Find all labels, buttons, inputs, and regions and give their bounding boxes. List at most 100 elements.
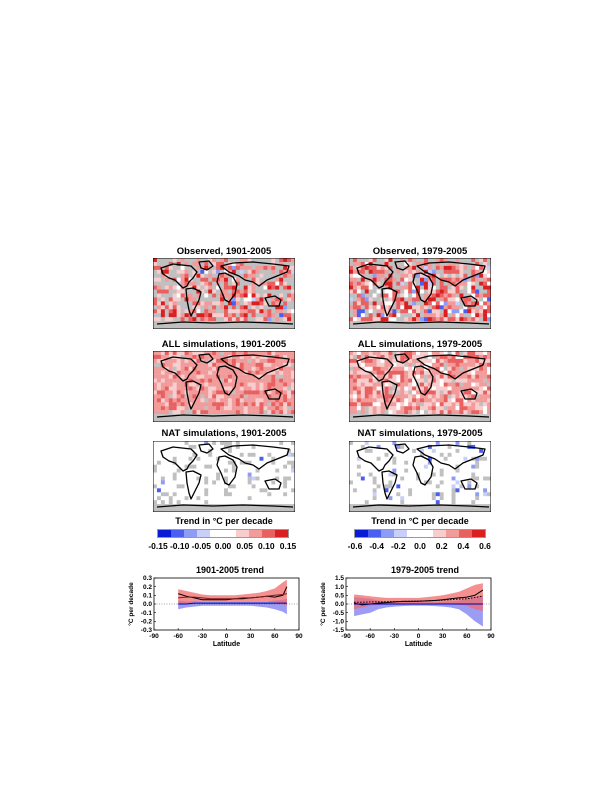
map-cell bbox=[192, 293, 197, 298]
map-cell bbox=[435, 366, 440, 371]
map-cell bbox=[235, 269, 240, 274]
map-cell bbox=[356, 297, 362, 302]
map-cell bbox=[368, 441, 373, 446]
map-cell bbox=[376, 309, 381, 314]
map-cell bbox=[388, 460, 393, 465]
map-cell bbox=[463, 374, 468, 379]
map-cell bbox=[467, 297, 472, 302]
map-cell bbox=[479, 410, 484, 415]
map-cell bbox=[463, 382, 468, 387]
map-cell bbox=[408, 281, 413, 286]
map-cell bbox=[368, 351, 373, 356]
map-cell bbox=[200, 269, 205, 274]
map-cell bbox=[435, 444, 440, 450]
map-cell bbox=[153, 468, 158, 473]
map-cell bbox=[483, 444, 488, 450]
map-cell bbox=[204, 289, 209, 294]
map-cell bbox=[172, 492, 177, 497]
map-cell bbox=[283, 261, 288, 267]
map-cell bbox=[204, 448, 209, 454]
map-cell bbox=[188, 325, 193, 329]
map-cell bbox=[239, 496, 244, 501]
map-cell bbox=[404, 354, 409, 360]
map-cell bbox=[196, 410, 201, 415]
map-cell bbox=[279, 269, 284, 274]
map-cell bbox=[356, 351, 362, 356]
map-cell bbox=[423, 374, 429, 379]
map-cell bbox=[479, 261, 484, 267]
map-cell bbox=[479, 456, 484, 461]
map-cell bbox=[388, 394, 393, 399]
map-cell bbox=[224, 441, 229, 446]
map-cell bbox=[243, 464, 248, 469]
map-cell bbox=[251, 313, 256, 318]
map-cell bbox=[243, 358, 248, 364]
map-cell bbox=[384, 448, 389, 454]
map-cell bbox=[376, 460, 381, 465]
map-cell bbox=[420, 258, 425, 263]
map-cell bbox=[459, 402, 464, 407]
map-cell bbox=[204, 386, 209, 391]
map-cell bbox=[360, 370, 365, 375]
map-cell bbox=[275, 410, 280, 415]
map-cell bbox=[467, 472, 472, 477]
map-cell bbox=[372, 448, 377, 454]
map-cell bbox=[271, 508, 276, 512]
map-cell bbox=[251, 374, 256, 379]
map-cell bbox=[184, 410, 189, 415]
map-cell bbox=[227, 374, 233, 379]
map-cell bbox=[487, 390, 491, 395]
map-cell bbox=[412, 394, 417, 399]
map-cell bbox=[384, 464, 389, 469]
map-cell bbox=[475, 398, 480, 403]
map-cell bbox=[487, 277, 491, 282]
map-cell bbox=[176, 448, 181, 454]
map-cell bbox=[380, 504, 385, 509]
map-cell bbox=[216, 362, 221, 367]
map-cell bbox=[153, 480, 158, 485]
map-cell bbox=[164, 325, 169, 329]
map-cell bbox=[283, 382, 288, 387]
map-cell bbox=[224, 476, 229, 481]
map-cell bbox=[227, 402, 233, 407]
map-cell bbox=[283, 394, 288, 399]
map-cell bbox=[208, 362, 213, 367]
map-cell bbox=[376, 390, 381, 395]
map-cell bbox=[247, 496, 252, 501]
map-cell bbox=[463, 297, 468, 302]
map-cell bbox=[455, 309, 460, 314]
map-cell bbox=[275, 301, 280, 306]
map-cell bbox=[231, 354, 237, 360]
map-cell bbox=[239, 464, 244, 469]
map-cell bbox=[235, 370, 240, 375]
map-cell bbox=[423, 317, 429, 322]
map-cell bbox=[396, 406, 401, 411]
map-cell bbox=[396, 281, 401, 286]
map-cell bbox=[239, 441, 244, 446]
map-cell bbox=[384, 394, 389, 399]
map-cell bbox=[200, 382, 205, 387]
map-cell bbox=[423, 297, 429, 302]
map-cell bbox=[483, 293, 488, 298]
map-cell bbox=[435, 456, 440, 461]
map-cell bbox=[420, 444, 425, 450]
map-cell bbox=[404, 452, 409, 457]
map-cell bbox=[368, 297, 373, 302]
map-cell bbox=[271, 370, 276, 375]
map-cell bbox=[212, 366, 217, 371]
map-cell bbox=[447, 374, 452, 379]
map-cell bbox=[435, 394, 440, 399]
map-cell bbox=[251, 500, 256, 505]
map-cell bbox=[255, 265, 260, 271]
map-cell bbox=[247, 448, 252, 454]
map-cell bbox=[263, 273, 268, 278]
map-cell bbox=[447, 406, 452, 411]
map-cell bbox=[380, 362, 385, 367]
map-cell bbox=[192, 354, 197, 360]
map-cell bbox=[255, 285, 260, 290]
map-cell bbox=[349, 418, 354, 422]
map-cell bbox=[224, 382, 229, 387]
map-cell bbox=[427, 258, 433, 263]
map-cell bbox=[231, 500, 237, 505]
map-cell bbox=[451, 464, 456, 469]
